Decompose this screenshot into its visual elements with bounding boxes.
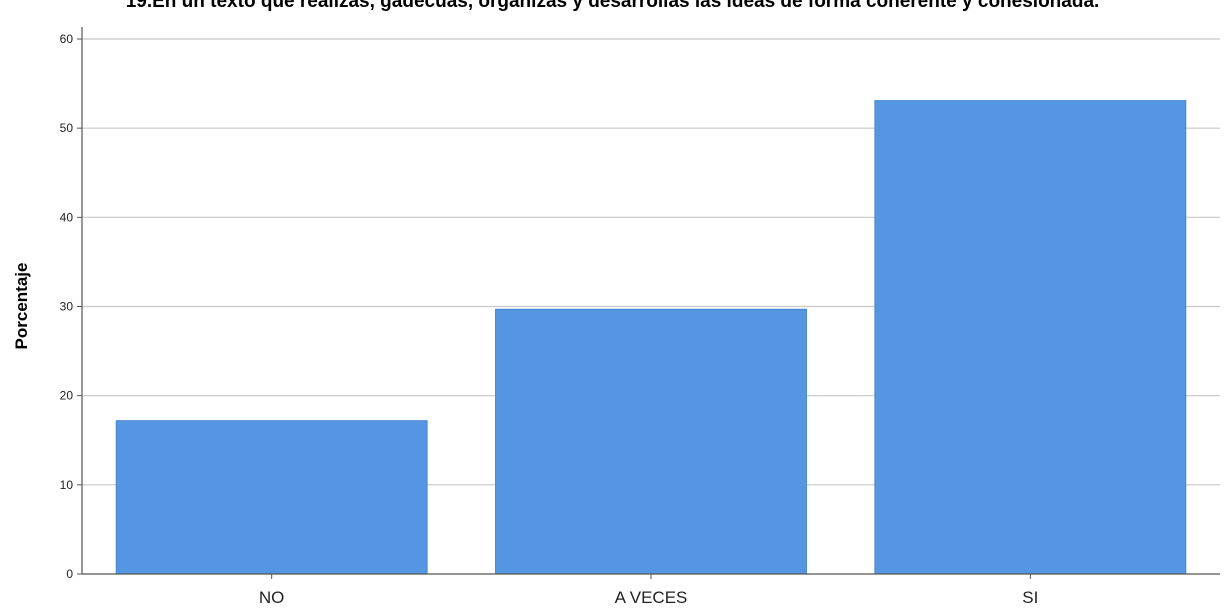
chart-title: 19.En un texto que realizas, gadecúas, o… <box>125 0 1100 12</box>
y-axis-ticks: 0 10 20 30 40 50 60 <box>60 32 82 581</box>
y-tick-label: 30 <box>60 300 74 314</box>
y-tick-label: 0 <box>66 567 73 581</box>
bars <box>115 100 1187 575</box>
y-tick-label: 50 <box>60 121 74 135</box>
bar-si <box>874 100 1187 575</box>
y-axis-label: Porcentaje <box>12 263 31 350</box>
x-tick-label: NO <box>259 588 285 607</box>
x-tick-label: SI <box>1022 588 1038 607</box>
y-tick-label: 10 <box>60 478 74 492</box>
y-tick-label: 40 <box>60 210 74 224</box>
bar-a-veces <box>495 308 807 575</box>
x-axis-ticks: NO A VECES SI <box>259 574 1038 607</box>
y-tick-label: 20 <box>60 389 74 403</box>
x-tick-label: A VECES <box>615 588 688 607</box>
y-tick-label: 60 <box>60 32 74 46</box>
bar-no <box>115 420 428 575</box>
